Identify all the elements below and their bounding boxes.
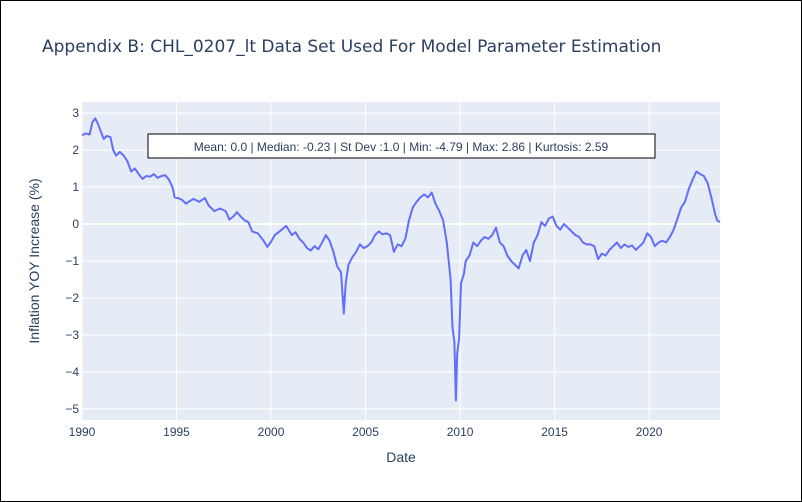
x-tick-label: 2020 xyxy=(636,425,663,439)
x-tick-label: 1995 xyxy=(163,425,190,439)
series-line xyxy=(81,117,721,402)
x-tick-labels: 1990 1995 2000 2005 2010 2015 2020 xyxy=(69,425,663,439)
y-tick-label: 2 xyxy=(72,143,79,157)
chart-title: Appendix B: CHL_0207_lt Data Set Used Fo… xyxy=(42,37,661,57)
y-tick-labels: 3 2 1 0 −1 −2 −3 −4 −5 xyxy=(65,106,79,416)
stats-annotation: Mean: 0.0 | Median: -0.23 | St Dev :1.0 … xyxy=(194,140,609,154)
y-tick-label: −2 xyxy=(65,291,79,305)
y-tick-label: 1 xyxy=(72,180,79,194)
stats-annotation-box xyxy=(147,133,656,159)
x-tick-label: 1990 xyxy=(69,425,96,439)
x-tick-label: 2015 xyxy=(541,425,568,439)
x-tick-label: 2005 xyxy=(352,425,379,439)
x-axis-label: Date xyxy=(386,449,416,465)
y-tick-label: 3 xyxy=(72,106,79,120)
y-tick-label: −3 xyxy=(65,328,79,342)
y-tick-label: −1 xyxy=(65,254,79,268)
x-tick-label: 2010 xyxy=(447,425,474,439)
y-tick-label: 0 xyxy=(72,217,79,231)
x-tick-label: 2000 xyxy=(258,425,285,439)
y-tick-label: −4 xyxy=(65,365,79,379)
y-tick-label: −5 xyxy=(65,402,79,416)
y-axis-label: Inflation YOY Increase (%) xyxy=(26,178,42,343)
